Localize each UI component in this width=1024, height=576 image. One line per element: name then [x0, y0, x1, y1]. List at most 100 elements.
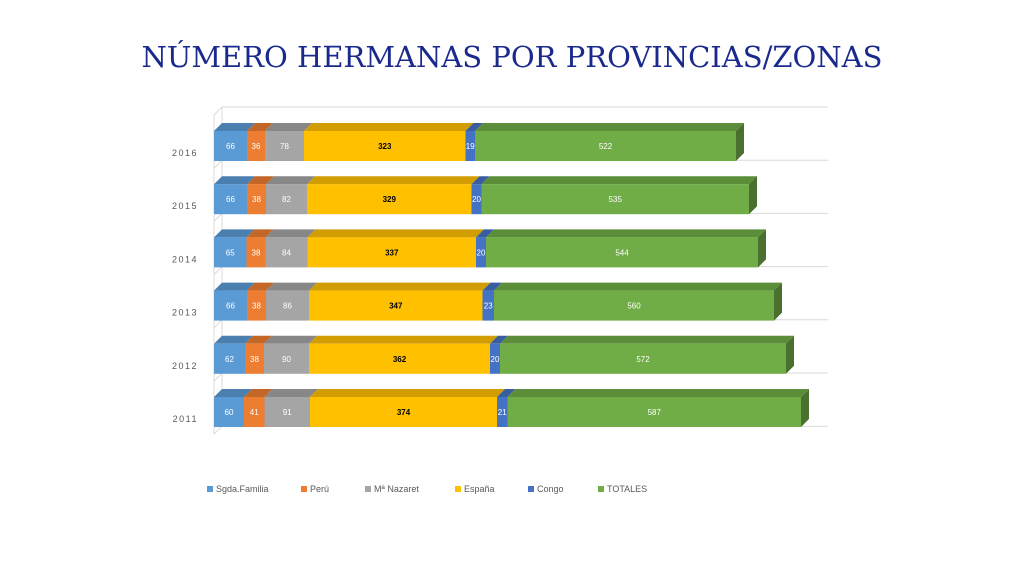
legend-swatch [301, 486, 307, 492]
data-label: 91 [283, 408, 292, 417]
bar-top [266, 282, 317, 291]
bar-per--2012 [245, 343, 264, 374]
bar-congo-2015 [471, 184, 482, 215]
data-label: 38 [250, 355, 259, 364]
bar-top [475, 123, 744, 131]
bar-top [264, 389, 318, 397]
bar-top [486, 229, 766, 238]
bar-totales-2016 [475, 131, 736, 161]
tick-label-2012: 2012 [172, 361, 198, 371]
gridline-side [213, 213, 223, 222]
data-label: 84 [282, 248, 291, 257]
gridline-side [213, 319, 223, 329]
data-label: 560 [627, 302, 641, 311]
bar-per--2015 [247, 184, 266, 215]
data-label: 41 [250, 408, 259, 417]
bar-m-nazaret-2013 [266, 290, 309, 321]
bar-per--2013 [247, 290, 266, 321]
bar-espa-a-2011 [310, 397, 497, 427]
gridline-side [213, 159, 223, 169]
data-label: 38 [252, 195, 261, 204]
bar-top [245, 335, 272, 344]
legend-entry: TOTALES [607, 484, 647, 494]
bar-congo-2012 [490, 343, 500, 374]
data-label: 329 [383, 195, 397, 204]
data-label: 62 [225, 355, 234, 364]
data-label: 65 [226, 248, 235, 257]
legend-entry: Congo [537, 484, 564, 494]
data-label: 38 [252, 248, 261, 257]
chart-title: NÚMERO HERMANAS POR PROVINCIAS/ZONAS [141, 40, 883, 74]
bar-m-nazaret-2015 [266, 184, 307, 215]
bar-side [749, 176, 757, 215]
data-label: 347 [389, 302, 403, 311]
bar-sgda-familia-2012 [214, 343, 245, 374]
bar-totales-2011 [507, 397, 801, 427]
bar-top [214, 389, 252, 397]
data-label: 544 [615, 248, 629, 257]
data-label: 587 [648, 408, 662, 417]
data-label: 535 [609, 195, 623, 204]
data-label: 23 [484, 302, 493, 311]
bar-top [266, 176, 315, 185]
bar-side [774, 282, 782, 321]
bar-top [307, 229, 484, 238]
gridline-side [213, 106, 223, 116]
bar-sgda-familia-2015 [214, 184, 247, 215]
bar-top [214, 335, 253, 344]
bar-top [481, 176, 757, 185]
legend-swatch [207, 486, 213, 492]
data-label: 374 [397, 408, 411, 417]
bar-top [247, 176, 274, 185]
bar-totales-2014 [486, 237, 758, 268]
bar-top [465, 123, 483, 131]
bar-totales-2015 [481, 184, 749, 215]
legend-entry: Perú [310, 484, 329, 494]
legend-swatch [365, 486, 371, 492]
tick-label-2015: 2015 [172, 201, 198, 211]
bar-espa-a-2012 [309, 343, 490, 374]
bar-top [494, 282, 782, 291]
data-label: 86 [283, 302, 292, 311]
bar-top [309, 282, 491, 291]
bar-m-nazaret-2012 [264, 343, 309, 374]
bar-side [786, 335, 794, 374]
data-label: 522 [599, 142, 613, 151]
bar-top [265, 123, 312, 131]
gridline-side [213, 372, 223, 382]
data-label: 90 [282, 355, 291, 364]
data-label: 20 [491, 355, 500, 364]
tick-label-2014: 2014 [172, 254, 198, 264]
bar-top [476, 229, 494, 238]
tick-label-2013: 2013 [172, 308, 198, 318]
gridline-side [213, 266, 223, 275]
data-label: 20 [472, 195, 481, 204]
bar-congo-2014 [476, 237, 486, 268]
bar-m-nazaret-2016 [265, 131, 304, 161]
legend-entry: Mª Nazaret [374, 484, 419, 494]
bar-per--2016 [247, 131, 265, 161]
legend-swatch [598, 486, 604, 492]
legend-swatch [528, 486, 534, 492]
bar-top [247, 123, 273, 131]
bar-side [758, 229, 766, 268]
bar-top [214, 229, 255, 238]
data-label: 66 [226, 195, 235, 204]
data-label: 572 [636, 355, 650, 364]
data-label: 337 [385, 248, 399, 257]
bar-totales-2012 [500, 343, 786, 374]
bar-top [507, 389, 809, 397]
bar-espa-a-2016 [304, 131, 466, 161]
bar-top [310, 389, 505, 397]
bar-top [309, 335, 498, 344]
data-label: 38 [252, 302, 261, 311]
bar-side [801, 389, 809, 427]
bar-top [471, 176, 490, 185]
bar-congo-2016 [465, 131, 475, 161]
bar-sgda-familia-2016 [214, 131, 247, 161]
bar-top [246, 229, 274, 238]
bar-top [482, 282, 502, 291]
legend-swatch [455, 486, 461, 492]
tick-label-2011: 2011 [173, 414, 198, 424]
